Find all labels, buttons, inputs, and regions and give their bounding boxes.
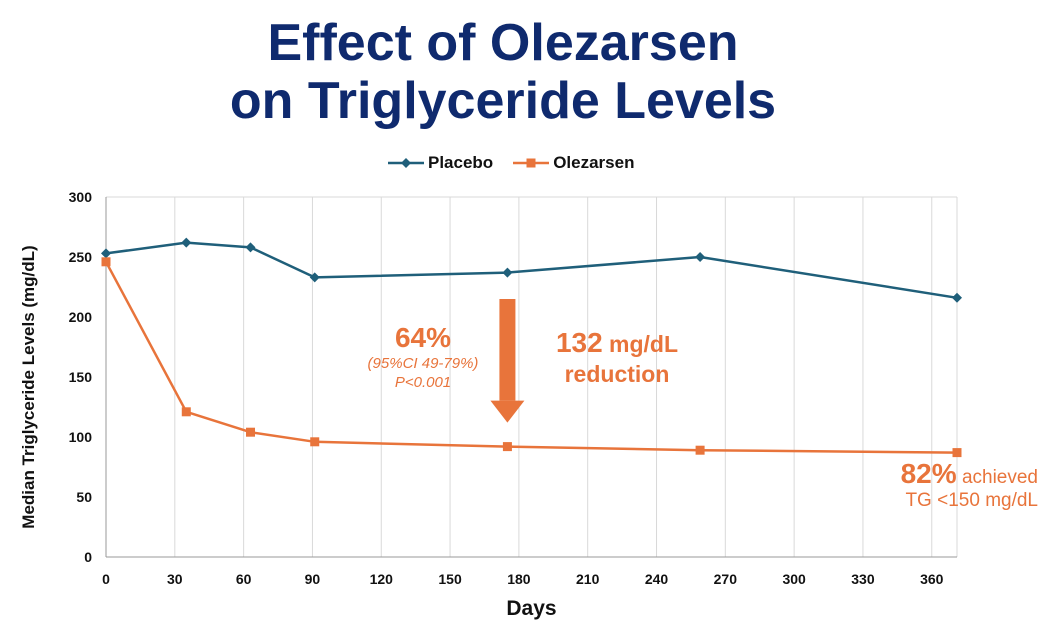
annotation-achieved: 82% achieved TG <150 mg/dL [840,460,1038,512]
point-placebo-0 [101,248,111,259]
annotation-abs-word: reduction [564,361,670,387]
chart-title-line-1: Effect of Olezarsen [267,14,739,72]
point-olezarsen-4 [502,442,512,452]
legend-label-placebo: Placebo [428,153,494,172]
point-placebo-6 [952,292,962,303]
y-tick-200: 200 [69,309,93,325]
point-olezarsen-6 [952,448,962,458]
x-tick-180: 180 [507,571,531,587]
legend-label-olezarsen: Olezarsen [553,153,635,172]
point-olezarsen-2 [246,427,256,437]
x-tick-60: 60 [236,571,252,587]
y-tick-labels: 0 50 100 150 200 250 300 [69,189,93,565]
annotation-percent-value: 64% [394,322,452,353]
annotation-achieved-target: TG <150 mg/dL [905,490,1038,511]
x-tick-labels: 0 30 60 90 120 150 180 210 240 270 300 330 360 [102,571,944,587]
reduction-arrow [490,299,525,423]
reduction-arrow-shaft [499,299,516,401]
annotation-abs-unit: mg/dL [609,331,679,357]
y-axis-title: Median Triglyceride Levels (mg/dL) [19,245,38,528]
x-tick-120: 120 [370,571,394,587]
legend-marker-olezarsen [513,158,550,168]
annotation-achieved-pct: 82% [900,458,957,489]
x-tick-360: 360 [920,571,944,587]
x-axis-title: Days [506,597,556,620]
legend-item-olezarsen: Olezarsen [513,153,634,173]
point-placebo-2 [245,242,256,253]
series-lines [101,237,962,458]
point-olezarsen-3 [310,437,320,447]
point-olezarsen-5 [695,445,705,455]
x-tick-0: 0 [102,571,110,587]
chart-title: Effect of Olezarsen on Triglyceride Leve… [0,14,1006,130]
y-tick-250: 250 [69,249,93,265]
y-tick-300: 300 [69,189,93,205]
x-tick-300: 300 [782,571,806,587]
y-tick-150: 150 [69,369,93,385]
annotation-absolute-reduction: 132 mg/dL reduction [532,328,702,389]
annotation-ci: (95%CI 49-79%) [367,355,479,372]
point-placebo-5 [695,252,706,262]
x-tick-90: 90 [305,571,321,587]
chart-legend: Placebo Olezarsen [388,152,654,174]
point-olezarsen-1 [181,407,191,417]
legend-marker-placebo [388,158,424,168]
chart-title-line-2: on Triglyceride Levels [229,72,777,130]
x-tick-330: 330 [851,571,875,587]
x-tick-270: 270 [714,571,738,587]
reduction-arrow-head [490,400,525,423]
annotation-abs-value: 132 [555,327,603,358]
grid-lines [106,196,958,557]
y-tick-0: 0 [84,549,92,565]
y-tick-100: 100 [69,429,93,445]
x-tick-30: 30 [167,571,183,587]
point-placebo-3 [309,272,320,283]
point-placebo-1 [181,237,192,248]
x-tick-210: 210 [576,571,600,587]
point-placebo-4 [502,267,513,278]
annotation-percent-reduction: 64% (95%CI 49-79%) P<0.001 [348,322,498,392]
x-tick-150: 150 [438,571,462,587]
point-olezarsen-0 [101,257,111,267]
y-tick-50: 50 [76,489,92,505]
annotation-p-value: P<0.001 [394,374,452,391]
series-line-placebo [105,241,958,300]
x-tick-240: 240 [645,571,669,587]
legend-item-placebo: Placebo [388,153,493,173]
annotation-achieved-word: achieved [961,467,1038,488]
